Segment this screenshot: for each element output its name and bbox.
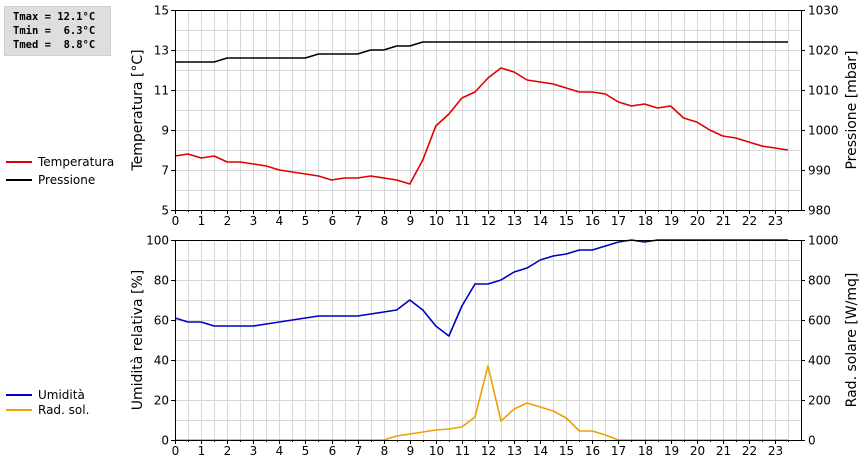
stat-tmax: Tmax = 12.1°C (13, 11, 96, 23)
chart2-x-tick-label: 15 (559, 444, 574, 458)
chart2-y-left-label: Umidità relativa [%] (130, 270, 146, 411)
chart1-x-tick-label: 3 (250, 214, 258, 228)
chart2-x-tick-label: 21 (716, 444, 731, 458)
chart2-x-tick-label: 2 (224, 444, 232, 458)
chart2-y-left-tick-label: 40 (154, 354, 169, 368)
legend-label-umidita: Umidità (38, 388, 85, 402)
chart2-x-tick-label: 23 (768, 444, 783, 458)
chart2-x-tick-label: 8 (381, 444, 389, 458)
chart1-y-right-tick-label: 1020 (808, 44, 839, 58)
chart1-y-left-label: Temperatura [°C] (130, 49, 146, 171)
chart2-series-rad-sol (175, 365, 788, 441)
chart2-x-tick-label: 9 (407, 444, 415, 458)
chart2-y-left-tick-label: 80 (154, 274, 169, 288)
legend-swatch-pressione (6, 179, 32, 181)
chart1-y-right-tick-label: 1000 (808, 124, 839, 138)
chart1-x-tick-label: 19 (664, 214, 679, 228)
legend-swatch-umidita (6, 394, 32, 396)
chart2-y-right-tick-label: 0 (808, 434, 816, 448)
chart1-frame (175, 10, 802, 211)
chart2-x-tick-label: 1 (198, 444, 206, 458)
chart1-y-right-tick-label: 1010 (808, 84, 839, 98)
chart1-x-tick-label: 4 (276, 214, 284, 228)
chart1-series-pressione (175, 41, 788, 63)
chart1-y-right-label: Pressione [mbar] (844, 50, 860, 169)
chart2-x-tick-label: 13 (507, 444, 522, 458)
chart2-y-right-tick-label: 600 (808, 314, 831, 328)
chart2-y-left-tick-label: 60 (154, 314, 169, 328)
legend-label-radsol: Rad. sol. (38, 403, 90, 417)
chart1-series-temperatura (174, 67, 789, 185)
chart1-y-left-tick-label: 15 (154, 4, 169, 18)
chart1-x-tick-label: 13 (507, 214, 522, 228)
chart1-y-left-tick-label: 9 (161, 124, 169, 138)
chart2-x-tick-label: 22 (742, 444, 757, 458)
chart1-x-tick-label: 0 (172, 214, 180, 228)
stat-tmin: Tmin = 6.3°C (13, 25, 96, 37)
stats-box: Tmax = 12.1°C Tmin = 6.3°C Tmed = 8.8°C (4, 6, 111, 56)
chart1-x-tick-label: 21 (716, 214, 731, 228)
chart1-y-left-tick-label: 7 (161, 164, 169, 178)
chart2-y-right-label: Rad. solare [W/mq] (844, 273, 860, 408)
legend-label-pressione: Pressione (38, 173, 96, 187)
chart2-x-tick-label: 11 (455, 444, 470, 458)
chart2-x-tick-label: 14 (533, 444, 548, 458)
chart2-x-tick-label: 10 (429, 444, 444, 458)
chart1-x-tick-label: 14 (533, 214, 548, 228)
chart1-x-tick-label: 8 (381, 214, 389, 228)
chart2-series-umidit (174, 239, 788, 337)
chart2-x-tick-label: 16 (585, 444, 600, 458)
chart2-x-tick-label: 6 (329, 444, 337, 458)
chart1-x-tick-label: 1 (198, 214, 206, 228)
chart2-y-left-tick-label: 20 (154, 394, 169, 408)
chart2-x-tick-label: 18 (638, 444, 653, 458)
legend-swatch-temperatura (6, 161, 32, 163)
chart1-y-left-tick-label: 11 (154, 84, 169, 98)
chart1-y-right-tick-label: 1030 (808, 4, 839, 18)
chart2-y-right-tick-label: 400 (808, 354, 831, 368)
chart2-y-right-tick-label: 1000 (808, 234, 839, 248)
chart2-x-tick-label: 17 (611, 444, 626, 458)
chart1-x-tick-label: 9 (407, 214, 415, 228)
chart2-frame (175, 240, 802, 441)
chart1-x-tick-label: 12 (481, 214, 496, 228)
chart1-x-tick-label: 22 (742, 214, 757, 228)
chart2-x-tick-label: 7 (355, 444, 363, 458)
chart2-x-tick-label: 19 (664, 444, 679, 458)
chart2-x-tick-label: 4 (276, 444, 284, 458)
chart1-x-tick-label: 5 (302, 214, 310, 228)
chart2-x-tick-label: 5 (302, 444, 310, 458)
chart1-y-left-tick-label: 5 (161, 204, 169, 218)
chart1-x-tick-label: 7 (355, 214, 363, 228)
chart1-x-tick-label: 2 (224, 214, 232, 228)
chart1-x-tick-label: 16 (585, 214, 600, 228)
chart1-y-right-tick-label: 990 (808, 164, 831, 178)
chart2-y-right-tick-label: 200 (808, 394, 831, 408)
chart2-y-left-tick-label: 0 (161, 434, 169, 448)
chart1-y-left-tick-label: 13 (154, 44, 169, 58)
chart1-x-tick-label: 23 (768, 214, 783, 228)
chart1-x-tick-label: 20 (690, 214, 705, 228)
chart1-x-tick-label: 17 (611, 214, 626, 228)
chart2-x-tick-label: 12 (481, 444, 496, 458)
legend-swatch-radsol (6, 409, 32, 411)
chart2-x-tick-label: 3 (250, 444, 258, 458)
chart1-x-tick-label: 6 (329, 214, 337, 228)
chart2-x-tick-label: 20 (690, 444, 705, 458)
legend-label-temperatura: Temperatura (38, 155, 115, 169)
chart2-y-right-tick-label: 800 (808, 274, 831, 288)
stat-tmed: Tmed = 8.8°C (13, 39, 96, 51)
chart1-x-tick-label: 18 (638, 214, 653, 228)
chart1-x-tick-label: 15 (559, 214, 574, 228)
chart1-x-tick-label: 10 (429, 214, 444, 228)
chart1-x-tick-label: 11 (455, 214, 470, 228)
chart2-y-left-tick-label: 100 (146, 234, 169, 248)
chart2-x-tick-label: 0 (172, 444, 180, 458)
chart1-y-right-tick-label: 980 (808, 204, 831, 218)
